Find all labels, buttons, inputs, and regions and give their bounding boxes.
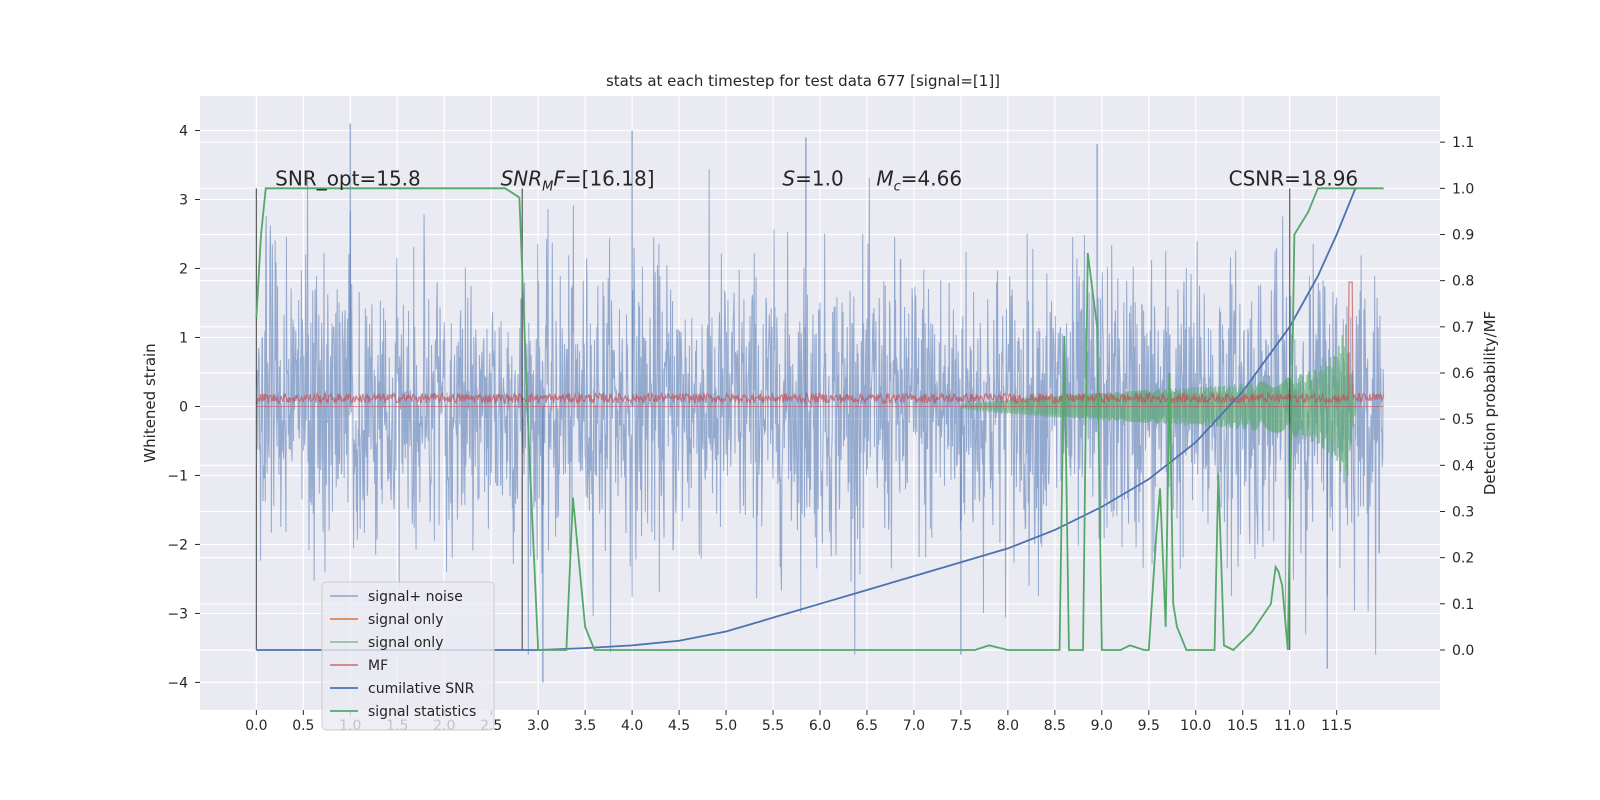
chart-title: stats at each timestep for test data 677… <box>606 72 1000 90</box>
annotation: SNRMF=[16.18] <box>501 167 655 195</box>
legend-box <box>321 581 495 731</box>
y-tick-label: 0 <box>179 399 188 415</box>
y-axis-label: Whitened strain <box>141 343 159 462</box>
x-tick-label: 4.0 <box>621 718 643 734</box>
y-tick-label: 2 <box>179 261 188 277</box>
y2-tick-label: 1.1 <box>1452 135 1474 151</box>
annotation: SNR_opt=15.8 <box>275 167 421 191</box>
x-tick-label: 8.5 <box>1044 718 1066 734</box>
y-axis-left: −4 −3 −2 −1 0 1 2 3 4 <box>167 123 200 691</box>
y2-tick-label: 0.0 <box>1452 643 1474 659</box>
x-tick-label: 3.0 <box>527 718 549 734</box>
y-tick-label: 3 <box>179 192 188 208</box>
x-tick-label: 0.0 <box>245 718 267 734</box>
annotation: CSNR=18.96 <box>1229 167 1359 191</box>
x-tick-label: 11.5 <box>1321 718 1352 734</box>
legend-label: MF <box>368 658 388 674</box>
x-tick-label: 9.5 <box>1138 718 1160 734</box>
legend-label: signal only <box>368 635 443 651</box>
y-tick-label: −1 <box>167 468 188 484</box>
x-tick-label: 10.0 <box>1180 718 1211 734</box>
y-tick-label: −3 <box>167 606 188 622</box>
y2-tick-label: 1.0 <box>1452 181 1474 197</box>
y-tick-label: −4 <box>167 675 188 691</box>
x-tick-label: 9.0 <box>1091 718 1113 734</box>
series-cumilative-snr <box>256 187 1357 651</box>
x-tick-label: 7.0 <box>903 718 925 734</box>
series-mf <box>256 281 1385 405</box>
y-tick-label: −2 <box>167 537 188 553</box>
y2-tick-label: 0.7 <box>1452 320 1474 336</box>
y2-tick-label: 0.5 <box>1452 412 1474 428</box>
plot-content <box>255 123 1385 683</box>
y-tick-label: 1 <box>179 330 188 346</box>
x-tick-label: 5.5 <box>762 718 784 734</box>
x-tick-label: 6.5 <box>856 718 878 734</box>
annotation: Mc=4.66 <box>876 167 962 195</box>
legend-label: signal statistics <box>368 704 476 720</box>
x-tick-label: 3.5 <box>574 718 596 734</box>
annotation: S=1.0 <box>782 167 843 191</box>
y-axis-right: 0.0 0.1 0.2 0.3 0.4 0.5 0.6 0.7 0.8 0.9 1.0 1.1 <box>1440 135 1474 659</box>
y2-tick-label: 0.3 <box>1452 504 1474 520</box>
y2-axis-label: Detection probability/MF <box>1481 311 1499 495</box>
annotations: SNR_opt=15.8 SNRMF=[16.18] S=1.0 Mc=4.66 CSN… <box>275 167 1358 195</box>
y2-tick-label: 0.9 <box>1452 227 1474 243</box>
legend-label: cumilative SNR <box>368 681 475 697</box>
legend-label: signal only <box>368 612 443 628</box>
y2-tick-label: 0.4 <box>1452 458 1474 474</box>
x-tick-label: 11.0 <box>1274 718 1305 734</box>
y2-tick-label: 0.6 <box>1452 366 1474 382</box>
y2-tick-label: 0.2 <box>1452 551 1474 567</box>
x-tick-label: 8.0 <box>997 718 1019 734</box>
x-tick-label: 0.5 <box>292 718 314 734</box>
x-tick-label: 5.0 <box>715 718 737 734</box>
series-signal-statistics <box>255 187 1384 652</box>
legend-label: signal+ noise <box>368 589 463 605</box>
x-tick-label: 6.0 <box>809 718 831 734</box>
x-tick-label: 10.5 <box>1227 718 1258 734</box>
legend: signal+ noise signal only signal only MF cum… <box>321 581 495 731</box>
x-tick-label: 7.5 <box>950 718 972 734</box>
y-tick-label: 4 <box>179 123 188 139</box>
y2-tick-label: 0.1 <box>1452 597 1474 613</box>
x-tick-label: 4.5 <box>668 718 690 734</box>
y2-tick-label: 0.8 <box>1452 274 1474 290</box>
